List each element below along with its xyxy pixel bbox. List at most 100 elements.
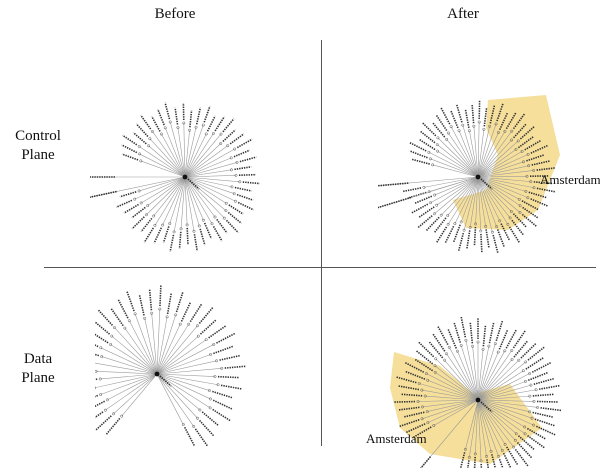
leaf-label-glyphs	[404, 361, 425, 373]
tree-leaf-node	[435, 143, 439, 147]
tree-edge	[477, 399, 526, 435]
leaf-label-glyphs	[212, 390, 233, 399]
tree-leaf-node	[534, 388, 538, 392]
tree-edge	[184, 176, 213, 224]
leaf-label-glyphs	[489, 104, 496, 124]
column-header-after: After	[447, 6, 479, 22]
tree-leaf-node	[150, 130, 154, 133]
tree-edge	[437, 144, 479, 178]
horizontal-divider	[44, 267, 596, 268]
tree-leaf-node	[436, 136, 440, 140]
tree-edge	[184, 148, 235, 178]
tree-leaf-node	[230, 185, 234, 189]
tree-edge	[477, 359, 513, 401]
leaf-label-glyphs	[131, 206, 146, 219]
tree-edge	[184, 133, 214, 178]
root-label-glyphs	[480, 401, 493, 413]
tree-leaf-node	[192, 229, 196, 233]
tree-edge	[477, 373, 530, 401]
leaf-label-glyphs	[460, 316, 467, 338]
leaf-label-glyphs	[536, 167, 556, 171]
tree-edge	[154, 176, 186, 226]
tree-edges	[134, 121, 240, 232]
leaf-label-glyphs	[536, 425, 556, 436]
tree-leaf-node	[513, 438, 517, 442]
leaf-label-glyphs	[498, 112, 509, 131]
leaf-label-glyphs	[500, 223, 511, 241]
tree-leaf-node	[503, 129, 507, 133]
leaf-label-glyphs	[513, 340, 529, 358]
tree-edge	[477, 361, 526, 401]
tree-leaf-node	[233, 147, 237, 151]
tree-leaf-node	[528, 394, 532, 398]
leaf-label-glyphs	[516, 441, 533, 459]
tree-leaf-node	[508, 216, 512, 220]
tree-edge	[462, 125, 479, 178]
tree-edge	[472, 346, 479, 401]
tree-leaf-node	[467, 129, 471, 133]
tree-edge	[156, 368, 222, 375]
leaf-label-glyphs	[466, 460, 470, 468]
leaf-label-glyphs	[415, 350, 434, 365]
leaf-label-glyphs	[228, 204, 244, 215]
tree-leaf-node	[181, 423, 185, 427]
tree-leaf-node	[139, 201, 143, 205]
tree-leaf-node	[187, 322, 191, 326]
tree-edge	[477, 399, 517, 434]
leaf-label-glyphs	[524, 139, 542, 151]
leaf-label-glyphs	[413, 195, 433, 205]
tree-leaf-node	[446, 222, 450, 226]
tree-edge	[156, 373, 201, 411]
row-header-data-line2: Plane	[21, 370, 55, 386]
tree-edge	[156, 324, 181, 375]
leaf-label-glyphs	[520, 342, 537, 359]
tree-edge	[477, 399, 487, 457]
tree-leaf-node	[424, 372, 428, 375]
leaf-label-glyphs	[418, 206, 435, 219]
tree-edge	[149, 138, 186, 178]
tree-edge	[184, 169, 232, 178]
leaf-label-glyphs	[417, 215, 433, 229]
leaf-label-glyphs	[457, 232, 465, 252]
tree-leaf-node	[488, 124, 492, 128]
tree-edge	[469, 176, 479, 228]
leaf-label-glyphs	[199, 228, 206, 246]
tree-edge	[156, 354, 211, 375]
leaf-label-glyphs	[140, 217, 153, 233]
leaf-label-glyphs	[512, 330, 526, 349]
leaf-label-glyphs	[132, 132, 147, 145]
tree-edge	[184, 176, 236, 202]
tree-leaf-node	[536, 406, 539, 409]
leaf-label-glyphs	[119, 191, 137, 198]
tree-leaf-node	[212, 342, 216, 346]
tree-edge	[426, 373, 479, 401]
tree-edge	[184, 125, 204, 178]
tree-edge	[107, 373, 158, 401]
tree-edge	[447, 176, 479, 225]
tree-leaf-node	[219, 132, 223, 136]
tree-edge	[184, 176, 235, 194]
tree-edge	[180, 176, 186, 229]
tree-leaf-node	[518, 204, 522, 208]
root-label-glyphs	[480, 178, 493, 190]
tree-leaf-node	[506, 222, 510, 226]
tree-leaf-node	[213, 375, 217, 378]
tree-leaf-node	[112, 326, 116, 330]
leaf-label-glyphs	[435, 226, 448, 244]
tree-edge	[477, 343, 496, 401]
tree-leaf-node	[495, 225, 499, 229]
tree-leaf-node	[429, 201, 432, 205]
tree-leaf-node	[435, 203, 439, 207]
leaf-label-glyphs	[517, 135, 535, 149]
tree-edge	[477, 151, 523, 178]
leaf-label-glyphs	[95, 344, 99, 348]
tree-root-node	[182, 174, 188, 180]
leaf-label-glyphs	[498, 458, 504, 468]
tree-leaf-node	[103, 408, 107, 412]
tree-edge	[184, 176, 216, 218]
column-header-before: Before	[154, 6, 196, 22]
tree-edge	[111, 335, 158, 375]
tree-edge	[169, 121, 186, 178]
row-header-control-line1: Control	[15, 128, 61, 144]
tree-edge	[139, 153, 186, 178]
